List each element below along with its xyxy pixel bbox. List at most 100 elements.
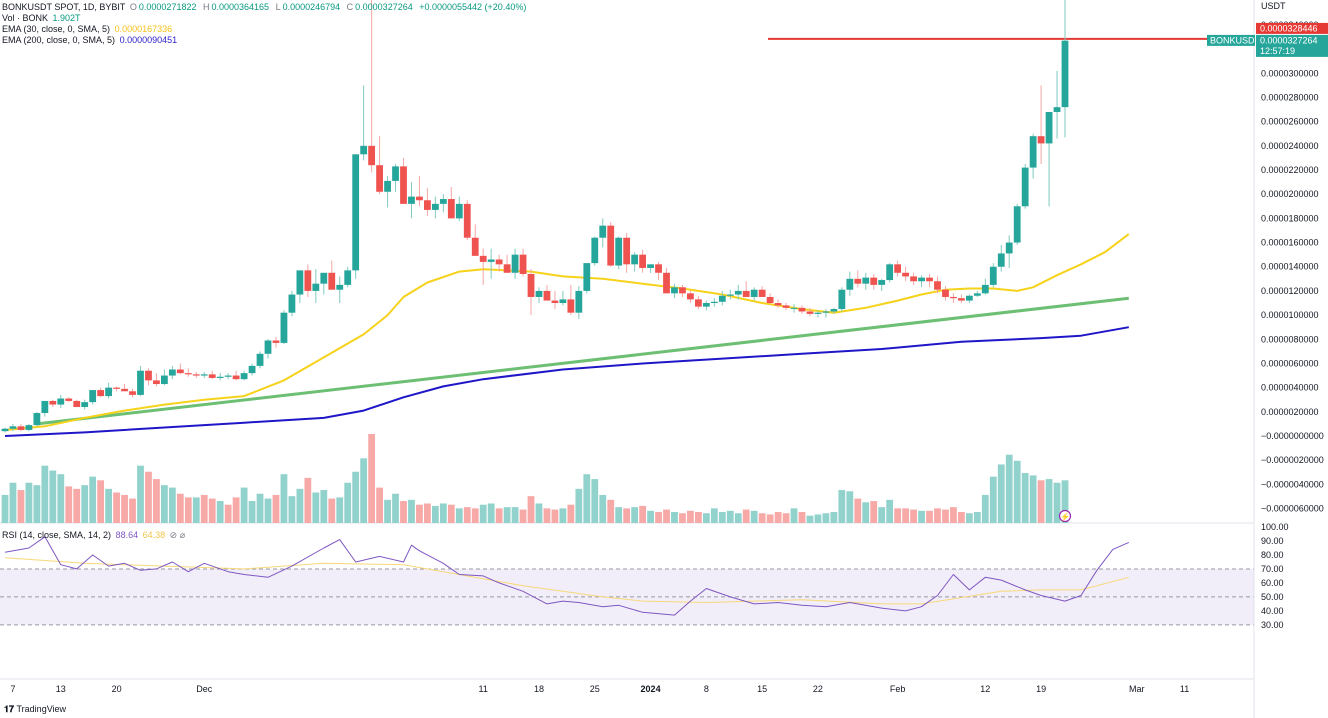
price-axis-tick: 0.0000160000 <box>1261 238 1319 248</box>
candle-body <box>1013 206 1021 243</box>
candle-body <box>168 369 176 376</box>
price-axis-tick: 0.0000080000 <box>1261 334 1319 344</box>
volume-bar <box>519 509 527 523</box>
candle-body <box>33 413 41 426</box>
volume-bar <box>878 507 886 523</box>
volume-bar <box>950 507 957 523</box>
candle-body <box>902 272 910 277</box>
rsi-axis-tick: 100.00 <box>1261 522 1289 532</box>
candle-body <box>97 390 105 397</box>
candle-body <box>368 145 376 166</box>
candle-body <box>623 237 631 265</box>
candle-body <box>671 287 678 294</box>
candle-body <box>336 284 344 290</box>
rsi-ma-value: 64.38 <box>142 530 166 540</box>
volume-bar <box>447 504 455 523</box>
candle-body <box>918 277 925 282</box>
price-axis-tick: 0.0000280000 <box>1261 92 1319 102</box>
volume-bar <box>1 494 9 523</box>
volume-bar <box>487 503 495 523</box>
volume-bar <box>687 510 694 523</box>
candle-body <box>137 370 144 395</box>
rsi-value: 88.64 <box>115 530 139 540</box>
volume-bar <box>320 490 328 523</box>
volume-bar <box>81 485 89 523</box>
time-axis-label: 25 <box>590 684 600 694</box>
volume-bar <box>57 474 65 523</box>
volume-bar <box>718 512 726 523</box>
symbol-tag-text: BONKUSDT <box>1210 35 1261 45</box>
candle-body <box>264 340 272 354</box>
time-axis-label: 20 <box>112 684 122 694</box>
candle-body <box>663 272 670 294</box>
candle-body <box>822 311 830 313</box>
volume-bar <box>918 510 925 523</box>
volume-bar <box>280 474 288 523</box>
candle-body <box>384 180 391 192</box>
volume-bar <box>184 497 192 523</box>
volume-bar <box>742 509 750 523</box>
volume-bar <box>926 510 933 523</box>
volume-bar <box>798 512 806 523</box>
rsi-settings-icons[interactable]: ⊘ ⌀ <box>169 530 186 540</box>
candle-body <box>17 426 25 430</box>
rsi-legend[interactable]: RSI (14, close, SMA, 14, 2) 88.64 64.38 … <box>2 530 187 541</box>
price-axis-tick: −0.0000020000 <box>1261 455 1324 465</box>
volume-bar <box>344 482 352 523</box>
rsi-label: RSI (14, close, SMA, 14, 2) <box>2 530 112 540</box>
candle-body <box>782 305 790 308</box>
volume-bar <box>591 479 599 523</box>
candle-body <box>240 373 248 380</box>
time-axis-label: Dec <box>196 684 213 694</box>
candle-body <box>551 300 559 304</box>
price-axis-tick: 0.0000040000 <box>1261 383 1319 393</box>
candle-body <box>376 165 383 192</box>
volume-bar <box>256 493 264 523</box>
volume-bar <box>726 510 734 523</box>
time-axis-label: 11 <box>479 684 488 694</box>
candle-body <box>392 166 399 181</box>
volume-bar <box>296 488 304 523</box>
symbol-title[interactable]: BONKUSDT SPOT, 1D, BYBIT <box>2 2 126 12</box>
ema200-legend[interactable]: EMA (200, close, 0, SMA, 5) 0.0000090451 <box>2 35 179 46</box>
candle-body <box>599 225 607 238</box>
last-price-text: 0.0000327264 <box>1260 35 1318 45</box>
candle-body <box>360 145 368 155</box>
rsi-axis-tick: 60.00 <box>1261 578 1284 588</box>
volume-bar <box>312 492 320 523</box>
volume-bar <box>679 513 686 523</box>
candle-body <box>575 290 583 313</box>
candle-body <box>862 277 870 284</box>
candle-body <box>471 237 479 256</box>
lightning-icon[interactable] <box>1058 509 1072 523</box>
volume-bar <box>631 507 639 523</box>
candle-body <box>742 290 750 297</box>
volume-bar <box>153 479 160 523</box>
candle-body <box>981 284 989 294</box>
candle-body <box>926 277 933 282</box>
candle-body <box>1005 242 1013 254</box>
candle-body <box>965 295 973 301</box>
volume-bar <box>997 464 1005 523</box>
volume-bar <box>192 497 200 523</box>
close-label: C <box>346 2 354 12</box>
candle-body <box>192 374 200 376</box>
candle-body <box>798 307 806 312</box>
tradingview-logo[interactable]: 𝟏𝟕 TradingView <box>4 704 66 715</box>
candle-body <box>806 311 814 314</box>
candle-body <box>184 373 192 375</box>
candle-body <box>208 374 216 378</box>
volume-bar <box>790 508 798 523</box>
volume-bar <box>599 494 607 523</box>
candle-body <box>950 296 957 299</box>
volume-bar <box>806 515 814 523</box>
volume-bar <box>838 490 846 523</box>
ema30-legend[interactable]: EMA (30, close, 0, SMA, 5) 0.0000167336 <box>2 24 174 35</box>
volume-bar <box>1037 480 1045 523</box>
volume-legend[interactable]: Vol · BONK 1.902T <box>2 13 83 24</box>
volume-bar <box>176 493 184 523</box>
volume-value: 1.902T <box>52 13 81 23</box>
volume-bar <box>431 505 439 523</box>
time-axis-label: 2024 <box>641 684 661 694</box>
